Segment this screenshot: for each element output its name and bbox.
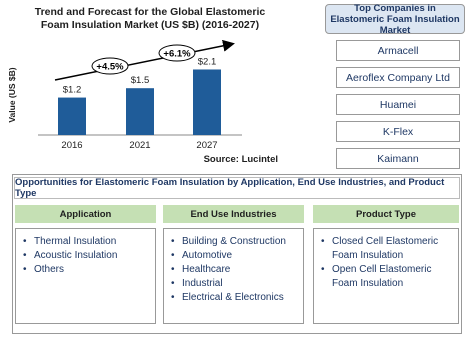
annotation-bubble [91,57,129,75]
annotation: +6.1% [163,49,191,60]
x-tick-label: 2027 [196,140,217,151]
column-header: Application [15,205,156,223]
column-list: Thermal InsulationAcoustic InsulationOth… [15,228,156,324]
column-list: Building & ConstructionAutomotiveHealthc… [163,228,304,324]
list-item: Automotive [168,249,299,263]
company: Huamei [336,94,460,115]
list-item: Open Cell Elastomeric Foam Insulation [318,263,454,291]
company: K-Flex [336,121,460,142]
bar [193,69,221,135]
annotation: +4.5% [96,62,124,73]
company: Aeroflex Company Ltd [336,67,460,88]
value-label: $1.2 [63,85,82,96]
value-label: $1.5 [131,75,150,86]
bar [58,97,86,135]
company: Kaimann [336,148,460,169]
column-list: Closed Cell Elastomeric Foam InsulationO… [313,228,459,324]
trend-arrow [54,39,235,81]
list-item: Building & Construction [168,235,299,249]
y-axis-label: Value (US $B) [7,67,17,122]
list-item: Electrical & Electronics [168,291,299,305]
companies-title: Top Companies in Elastomeric Foam Insula… [325,3,465,36]
x-tick-label: 2016 [61,140,82,151]
column-header: Product Type [313,205,459,223]
source: Source: Lucintel [204,154,278,165]
column-header: End Use Industries [163,205,304,223]
annotation-bubble [158,44,196,62]
list-item: Thermal Insulation [20,235,151,249]
list-item: Healthcare [168,263,299,277]
bar [126,88,154,135]
list-item: Closed Cell Elastomeric Foam Insulation [318,235,454,263]
list-item: Others [20,263,151,277]
chart: Value (US $B) Source: Lucintel $1.2 2016 $… [7,39,278,165]
company: Armacell [336,40,460,61]
chart-title: Trend and Forecast for the Global Elasto… [34,6,266,31]
value-label: $2.1 [198,56,217,67]
opportunities-box [12,174,462,334]
x-tick-label: 2021 [129,140,150,151]
list-item: Acoustic Insulation [20,249,151,263]
opportunities-title: Opportunities for Elastomeric Foam Insul… [14,177,460,199]
list-item: Industrial [168,277,299,291]
